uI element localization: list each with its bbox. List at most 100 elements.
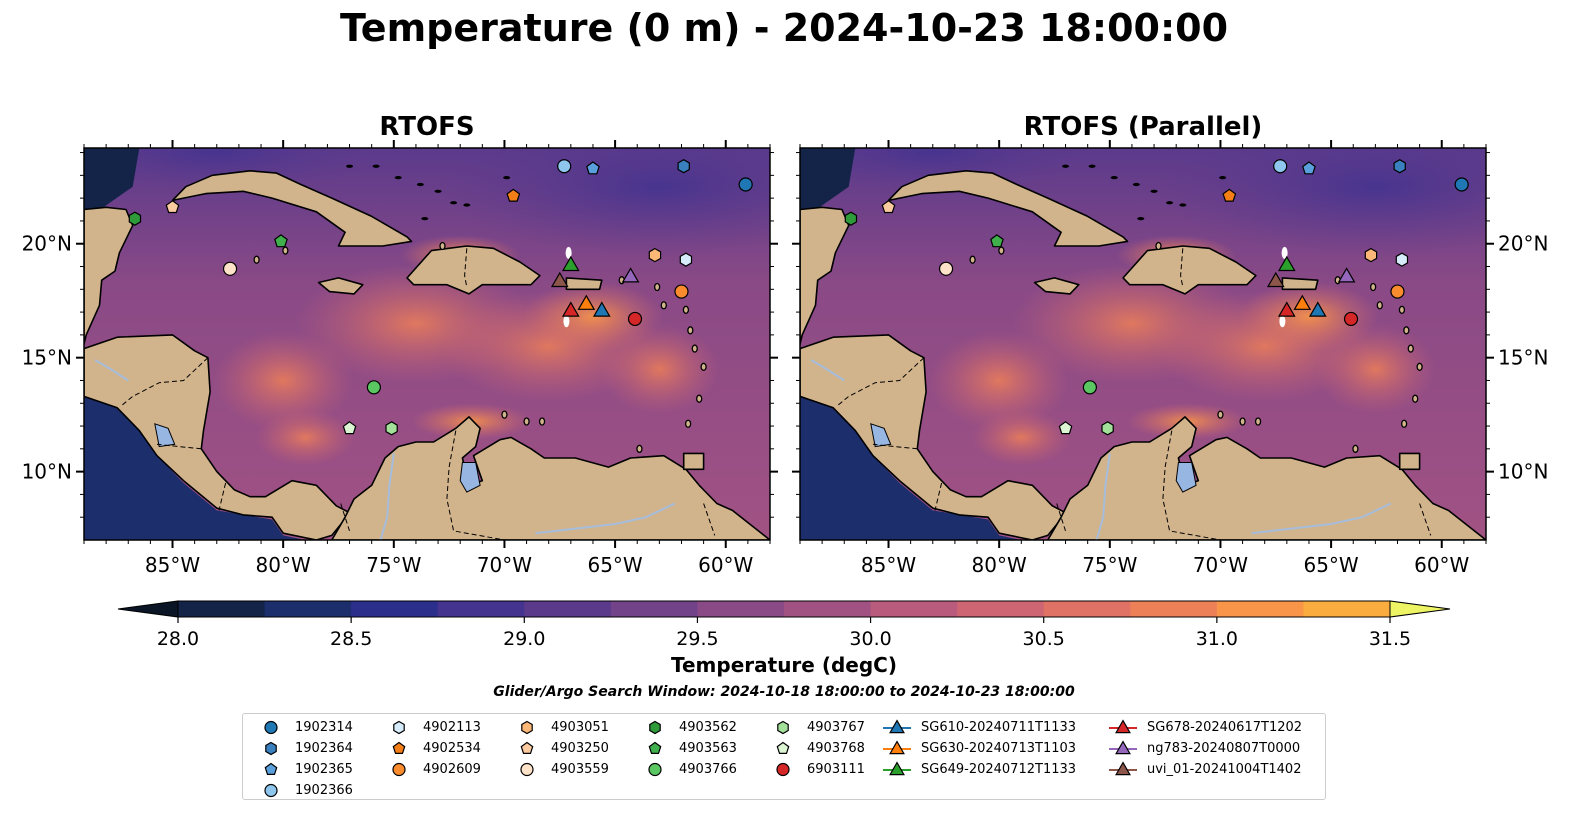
legend-marker <box>1115 740 1131 755</box>
x-tick-label: 65°W <box>1303 553 1358 577</box>
country-border <box>1162 430 1221 540</box>
small-island <box>687 326 694 335</box>
small-island <box>691 344 698 353</box>
legend-swatch <box>520 762 534 777</box>
small-island <box>1403 326 1410 335</box>
bahamas-island <box>1088 164 1096 168</box>
legend-item: 1902314 <box>251 717 371 738</box>
glider-marker-uvi_01-20241004T1402 <box>1266 271 1285 288</box>
warm-eddy <box>599 324 720 415</box>
legend-label: 1902365 <box>295 762 353 777</box>
small-island <box>1407 344 1414 353</box>
colorbar-segment <box>1303 601 1391 617</box>
legend-label: 1902364 <box>295 741 353 756</box>
legend-item: 1902365 <box>251 759 371 780</box>
colorbar-segment <box>1130 601 1218 617</box>
land-south <box>331 416 770 540</box>
colorbar-segment <box>351 601 439 617</box>
legend-label: SG649-20240712T1133 <box>921 762 1077 777</box>
masked-spot <box>563 315 570 328</box>
colorbar: 28.0 28.5 29.0 29.5 30.0 30.5 31.0 31.5 <box>117 600 1451 650</box>
legend-marker <box>264 762 278 775</box>
small-island <box>1412 394 1419 403</box>
glider-marker-ng783-20240807T0000 <box>1337 267 1356 283</box>
legend-label: 6903111 <box>807 762 865 777</box>
small-island <box>1155 241 1162 251</box>
argo-marker-1902365 <box>1302 161 1316 175</box>
small-island <box>1254 417 1262 426</box>
legend-item: 4902113 <box>379 717 499 738</box>
small-island <box>439 241 446 251</box>
legend-swatch <box>777 720 789 735</box>
legend-label: 4903559 <box>551 762 609 777</box>
legend-marker <box>520 741 534 754</box>
river <box>379 453 395 540</box>
bahamas-island <box>1166 201 1174 205</box>
masked-spot <box>565 246 572 259</box>
legend-swatch <box>883 719 911 734</box>
legend-marker <box>777 720 789 735</box>
legend-marker <box>889 761 905 776</box>
y-tick-label: 10°N <box>1498 460 1548 484</box>
legend-marker <box>520 762 534 777</box>
glider-marker-uvi_01-20241004T1402 <box>550 271 569 288</box>
pacific-cool-water <box>84 391 332 540</box>
figure-title: Temperature (0 m) - 2024-10-23 18:00:00 <box>339 6 1229 50</box>
argo-marker-1902314 <box>1454 177 1469 192</box>
small-island <box>998 246 1005 255</box>
glider-marker-SG649-20240712T1133 <box>561 255 580 272</box>
land-hispaniola <box>406 245 541 295</box>
small-island <box>1369 282 1377 292</box>
legend-swatch <box>264 783 278 798</box>
legend-label: 4903562 <box>679 720 737 735</box>
colorbar-segment <box>1216 601 1304 617</box>
small-island <box>538 417 546 426</box>
argo-marker-4903563 <box>990 234 1004 248</box>
legend-swatch <box>1109 761 1137 776</box>
bahamas-island <box>1219 176 1227 180</box>
country-border <box>934 482 943 511</box>
argo-marker-1902365 <box>586 161 600 175</box>
y-tick-label: 15°N <box>1498 346 1548 370</box>
bahamas-island <box>416 182 424 187</box>
land-central <box>800 334 1067 540</box>
legend-marker <box>648 741 662 754</box>
small-island <box>1400 419 1408 428</box>
y-tick-label: 10°N <box>22 460 72 484</box>
small-island <box>653 282 661 292</box>
argo-marker-4903767 <box>385 421 398 436</box>
legend-marker <box>649 720 661 735</box>
land-trinidad <box>682 452 705 471</box>
legend-label: 4903051 <box>551 720 609 735</box>
small-island <box>501 410 508 419</box>
small-island <box>282 246 289 255</box>
argo-marker-1902366 <box>557 159 572 174</box>
colorbar-segment <box>1043 601 1131 617</box>
colorbar-tick-label: 31.0 <box>1196 628 1238 650</box>
legend-swatch <box>776 741 790 754</box>
map-frame <box>799 147 1487 541</box>
legend-swatch <box>264 762 278 775</box>
lake <box>459 462 481 493</box>
river <box>810 359 845 382</box>
land-yucatan <box>84 206 134 345</box>
legend-label: 4902113 <box>423 720 481 735</box>
country-border <box>446 430 505 540</box>
map-axes-rtofs: 85°W 80°W 75°W 70°W 65°W 60°W 10°N 15°N 20°N <box>22 140 778 577</box>
map-frame <box>83 147 771 541</box>
bahamas-island <box>1179 203 1187 207</box>
legend-item: 4903250 <box>507 738 627 759</box>
small-island <box>696 394 703 403</box>
argo-marker-4903563 <box>274 234 288 248</box>
small-island <box>660 301 667 310</box>
legend-label: SG678-20240617T1202 <box>1147 720 1303 735</box>
legend-item: ng783-20240807T0000 <box>1109 738 1329 759</box>
argo-marker-6903111 <box>1343 311 1359 327</box>
bahamas-island <box>372 164 380 168</box>
warm-eddy <box>929 330 1070 431</box>
land-jamaica <box>317 277 364 295</box>
argo-marker-4902113 <box>1395 252 1409 267</box>
pacific-cool-water <box>800 391 1048 540</box>
legend-swatch <box>648 741 662 754</box>
legend-label: 4903563 <box>679 741 737 756</box>
